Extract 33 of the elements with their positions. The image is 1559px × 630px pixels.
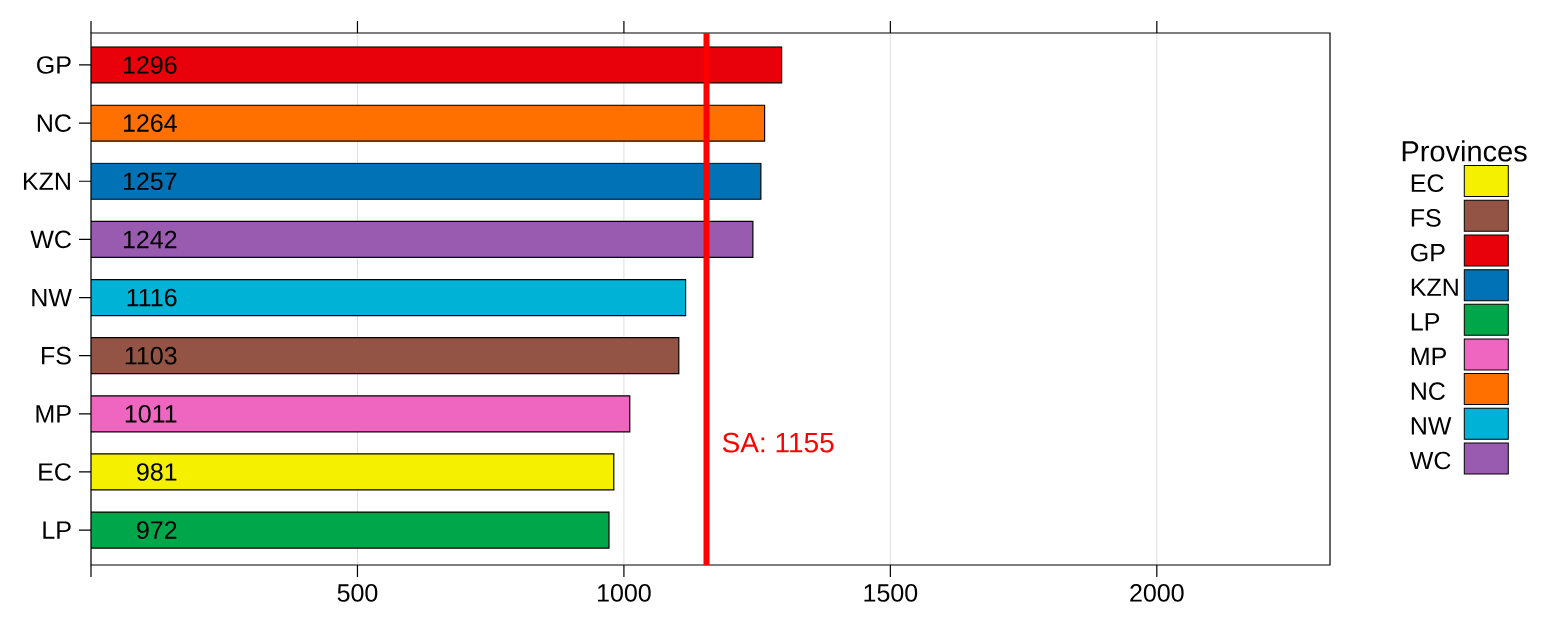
legend-label: WC: [1409, 451, 1451, 470]
y-tick-label: NW: [32, 288, 72, 307]
x-tick-label: 1000: [598, 584, 651, 602]
y-tick-label: WC: [30, 230, 71, 249]
legend-label: MP: [1411, 347, 1446, 366]
data-label: 972: [137, 521, 177, 539]
data-label: 1011: [125, 404, 177, 423]
y-tick-label: EC: [39, 463, 71, 481]
legend-label: NW: [1411, 417, 1452, 435]
y-tick-label: MP: [36, 405, 71, 423]
y-tick-label: KZN: [23, 172, 70, 190]
data-label: 1264: [123, 114, 177, 132]
data-label: 981: [137, 463, 177, 481]
legend-label: LP: [1411, 313, 1440, 331]
legend-label: FS: [1411, 209, 1441, 227]
x-tick-label: 1500: [864, 584, 918, 602]
y-tick-label: GP: [37, 56, 71, 74]
data-label: 1103: [125, 346, 177, 365]
y-tick-label: NC: [37, 114, 71, 132]
y-tick-label: FS: [42, 346, 71, 365]
legend-title: Provinces: [1402, 140, 1527, 162]
legend-label: KZN: [1411, 278, 1458, 296]
data-label: 1116: [127, 288, 177, 307]
legend-label: GP: [1411, 243, 1445, 262]
legend-label: EC: [1411, 174, 1444, 193]
data-label: 1242: [123, 230, 177, 249]
ref-line-label: SA: 1155: [722, 432, 834, 453]
y-tick-label: LP: [43, 521, 71, 539]
x-tick-label: 500: [337, 584, 378, 602]
data-label: 1257: [123, 172, 177, 191]
legend-label: NC: [1411, 382, 1445, 401]
x-tick-label: 2000: [1130, 584, 1184, 602]
data-label: 1296: [123, 56, 177, 74]
